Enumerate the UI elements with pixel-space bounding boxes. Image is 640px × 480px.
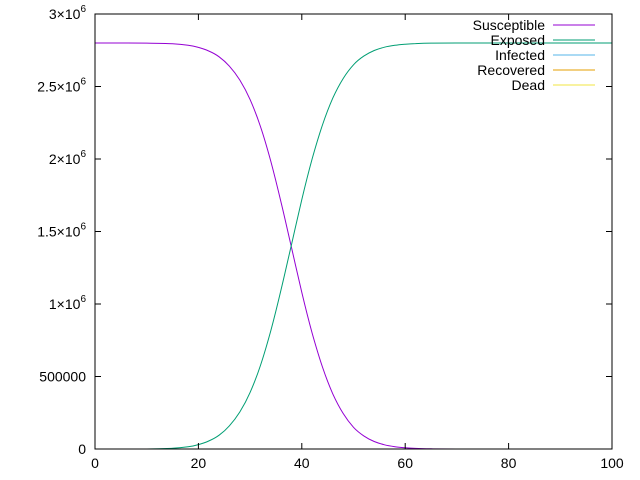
y-tick-label-base: 1×10 (49, 296, 81, 312)
x-tick-label: 60 (397, 455, 413, 471)
y-tick-label-base: 500000 (39, 369, 86, 385)
legend-label-exposed: Exposed (491, 32, 545, 48)
y-tick-label: 500000 (39, 369, 86, 385)
series-line-exposed (94, 42, 612, 450)
y-tick-label: 1×106 (49, 294, 87, 312)
ticks-layer: 0 20 40 60 80 10005000001×1061.5×1062×1062.5×… (37, 4, 624, 471)
y-tick-label: 1.5×106 (37, 222, 86, 240)
y-tick-label-exponent: 6 (80, 4, 86, 15)
y-tick-label-base: 0 (78, 441, 86, 457)
y-tick-label-exponent: 6 (80, 149, 86, 160)
y-tick-label-base: 3×10 (49, 6, 81, 22)
legend-label-susceptible: Susceptible (473, 17, 546, 33)
y-tick-label-exponent: 6 (80, 294, 86, 305)
y-tick-label-base: 2.5×10 (37, 79, 80, 95)
legend-label-recovered: Recovered (477, 62, 545, 78)
x-tick-label: 20 (191, 455, 207, 471)
y-tick-label-base: 2×10 (49, 151, 81, 167)
y-tick-label: 2×106 (49, 149, 87, 167)
y-tick-label-exponent: 6 (80, 222, 86, 233)
x-tick-label: 100 (600, 455, 624, 471)
y-tick-label-exponent: 6 (80, 77, 86, 88)
legend-label-dead: Dead (512, 77, 545, 93)
y-tick-label: 0 (78, 441, 86, 457)
series-line-susceptible (94, 42, 612, 450)
x-tick-label: 0 (91, 455, 99, 471)
series-layer (94, 42, 612, 450)
x-tick-label: 40 (294, 455, 310, 471)
y-tick-label-base: 1.5×10 (37, 224, 80, 240)
y-tick-label: 3×106 (49, 4, 87, 22)
y-tick-label: 2.5×106 (37, 77, 86, 95)
legend-label-infected: Infected (495, 47, 545, 63)
x-tick-label: 80 (501, 455, 517, 471)
